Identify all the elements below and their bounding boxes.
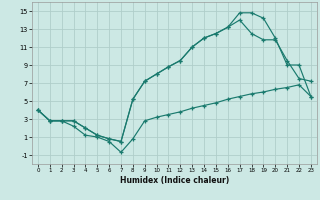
X-axis label: Humidex (Indice chaleur): Humidex (Indice chaleur) bbox=[120, 176, 229, 185]
